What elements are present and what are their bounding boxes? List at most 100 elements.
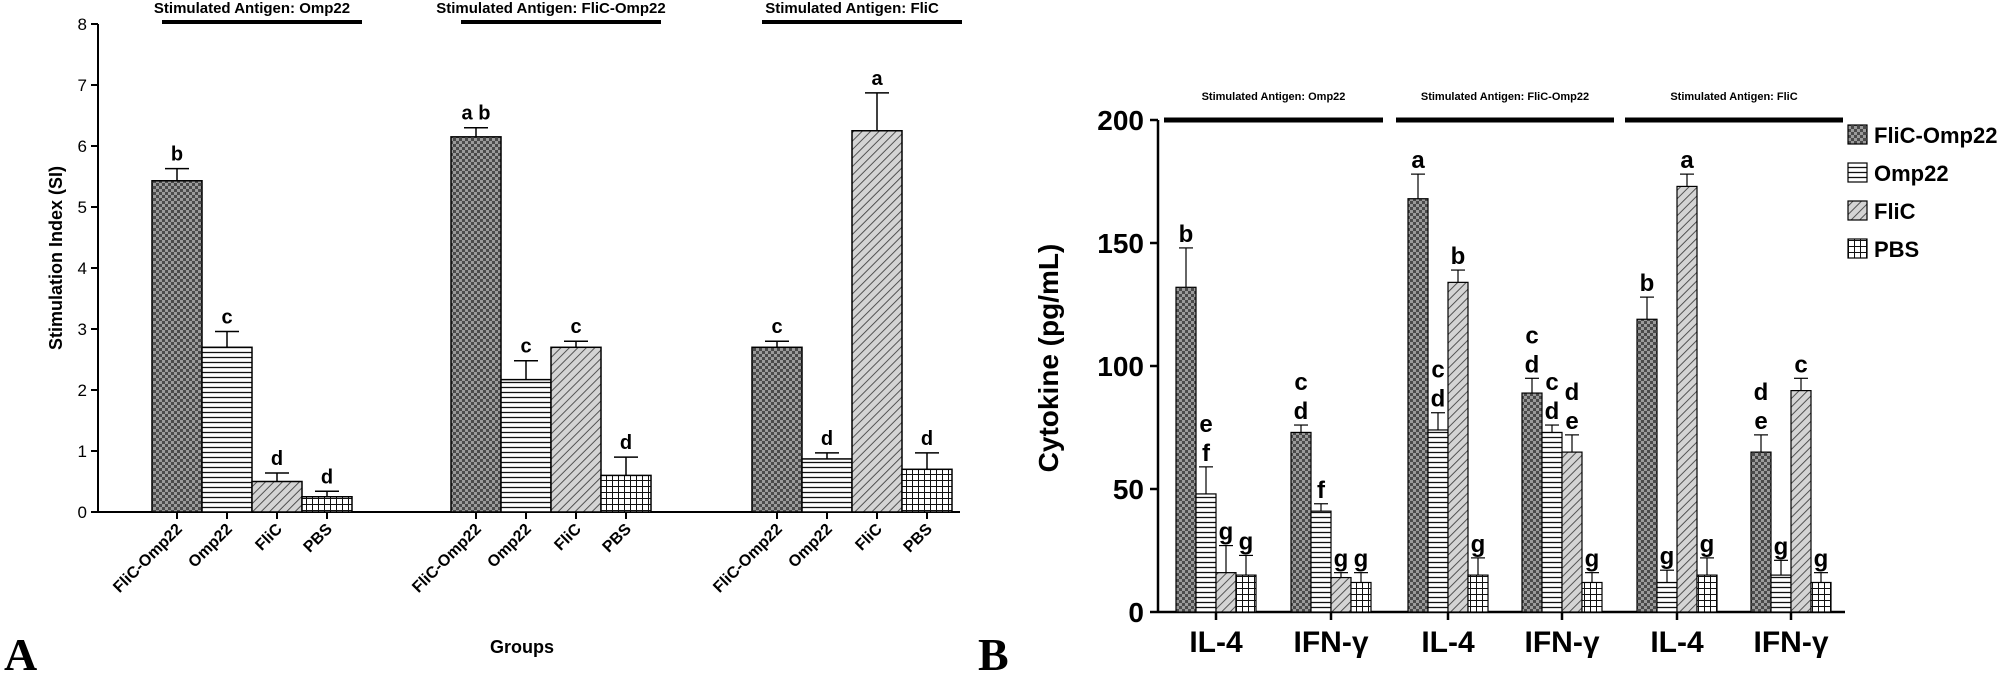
panel-a-x-tick-label: PBS xyxy=(600,521,636,557)
panel-b-significance-letter: c xyxy=(1545,369,1558,396)
panel-a-bar xyxy=(251,480,303,513)
panel-b-bar xyxy=(1467,574,1489,613)
panel-b-x-tick-label: IFN-γ xyxy=(1294,626,1369,659)
panel-a-bar xyxy=(550,346,602,513)
panel-a-x-tick-label: Omp22 xyxy=(785,521,835,571)
panel-a-x-tick-label: FliC-Omp22 xyxy=(110,521,186,597)
panel-b-significance-letter: b xyxy=(1640,270,1655,297)
panel-b-bar xyxy=(1310,510,1332,613)
panel-b-bar xyxy=(1810,581,1832,613)
panel-a-y-tick-label: 5 xyxy=(78,198,87,217)
panel-b-legend-swatch xyxy=(1847,124,1868,145)
panel-b-group-header: Stimulated Antigen: FliC xyxy=(1670,91,1797,103)
panel-b-y-axis: 0 50 100 150 200 xyxy=(1097,105,1845,628)
panel-b-significance-letter: e xyxy=(1199,411,1212,438)
panel-b-significance-letter: g xyxy=(1660,543,1675,570)
panel-a-significance-letter: a xyxy=(871,68,883,90)
panel-b-significance-letter: g xyxy=(1814,546,1829,573)
panel-b-bar xyxy=(1561,451,1583,613)
panel-a-x-tick-label: FliC xyxy=(852,520,886,554)
panel-a-x-tick-label: FliC xyxy=(551,520,585,554)
panel-b-significance-letter: b xyxy=(1451,243,1466,270)
panel-a-x-tick-label: FliC-Omp22 xyxy=(409,521,485,597)
panel-b-x-tick-label: IL-4 xyxy=(1650,626,1704,659)
panel-a-significance-letter: a b xyxy=(462,103,491,125)
panel-b-group-header: Stimulated Antigen: FliC-Omp22 xyxy=(1421,91,1589,103)
panel-b-significance-letter: c xyxy=(1431,357,1444,384)
panel-b-bar xyxy=(1330,576,1352,613)
panel-b-significance-letter: f xyxy=(1317,477,1326,504)
panel-a-bar xyxy=(151,180,203,513)
panel-b-bar xyxy=(1427,429,1449,613)
panel-a-y-axis-label: Stimulation Index (SI) xyxy=(46,166,66,350)
panel-a-y-tick-label: 7 xyxy=(78,76,87,95)
panel-b-bar xyxy=(1750,451,1772,613)
panel-b-bar xyxy=(1175,286,1197,613)
panel-label-a: A xyxy=(4,629,37,674)
panel-label-b: B xyxy=(978,629,1009,674)
panel-a-significance-letter: c xyxy=(520,336,531,358)
panel-a-significance-letter: d xyxy=(821,428,833,450)
panel-a-group-header: Stimulated Antigen: FliC xyxy=(765,0,939,17)
panel-a-significance-letter: c xyxy=(570,316,581,338)
panel-a-significance-letter: d xyxy=(321,466,333,488)
panel-b-bar xyxy=(1195,493,1217,613)
panel-b-bar xyxy=(1215,572,1237,613)
panel-a-x-tick-label: FliC-Omp22 xyxy=(710,521,786,597)
panel-b-bar xyxy=(1447,281,1469,613)
panel-a-bar xyxy=(851,130,903,513)
panel-b-significance-letter: c xyxy=(1294,369,1307,396)
panel-a-bar xyxy=(751,346,803,513)
panel-b-significance-letter: g xyxy=(1219,519,1234,546)
panel-a-significance-letter: d xyxy=(620,432,632,454)
panel-a-x-axis-label: Groups xyxy=(490,637,554,657)
panel-b-bar xyxy=(1696,574,1718,613)
panel-a-significance-letter: d xyxy=(921,428,933,450)
panel-a-x-tick-label: Omp22 xyxy=(484,521,534,571)
panel-b-y-axis-label: Cytokine (pg/mL) xyxy=(1033,244,1064,473)
panel-b-significance-letter: g xyxy=(1354,546,1369,573)
panel-a-y-tick-label: 1 xyxy=(78,442,87,461)
panel-b-y-tick-label: 150 xyxy=(1097,228,1144,259)
panel-b-significance-letter: b xyxy=(1179,221,1194,248)
panel-b-bar xyxy=(1636,318,1658,613)
panel-b-significance-letter: d xyxy=(1294,398,1309,425)
panel-b-bar xyxy=(1581,581,1603,613)
panel-b-significance-letter: a xyxy=(1680,147,1694,174)
panel-b-bar xyxy=(1407,198,1429,613)
panel-b-significance-letter: c xyxy=(1525,322,1538,349)
panel-a-significance-letter: d xyxy=(271,448,283,470)
panel-b-bar xyxy=(1770,574,1792,613)
panel-b-x-tick-label: IL-4 xyxy=(1189,626,1243,659)
panel-a-bar xyxy=(600,474,652,513)
panel-b-bar xyxy=(1541,431,1563,613)
panel-a-group-header: Stimulated Antigen: FliC-Omp22 xyxy=(436,0,665,17)
panel-b-legend-label: PBS xyxy=(1874,237,1919,262)
panel-a-y-tick-label: 6 xyxy=(78,137,87,156)
panel-b-legend-label: FliC-Omp22 xyxy=(1874,123,1997,148)
panel-b-x-tick-label: IL-4 xyxy=(1421,626,1475,659)
panel-b-legend-swatch xyxy=(1847,238,1868,259)
panel-a-bars: b FliC-Omp22 c Omp22 d FliC d PBS a b FliC-Omp22 c… xyxy=(110,68,953,597)
panel-b-bar xyxy=(1790,390,1812,613)
panel-b-significance-letter: c xyxy=(1794,351,1807,378)
panel-b-y-tick-label: 50 xyxy=(1113,474,1144,505)
panel-b-significance-letter: d xyxy=(1525,351,1540,378)
panel-b-legend-swatch xyxy=(1847,162,1868,183)
panel-b-legend-label: Omp22 xyxy=(1874,161,1949,186)
panel-b-significance-letter: f xyxy=(1202,440,1211,467)
panel-a-bar xyxy=(901,468,953,513)
panel-a-x-tick-label: Omp22 xyxy=(185,521,235,571)
panel-b-legend: FliC-Omp22 Omp22 FliC PBS xyxy=(1847,123,1997,262)
panel-a-y-tick-label: 8 xyxy=(78,15,87,34)
panel-a-group-headers: Stimulated Antigen: Omp22 Stimulated Anti… xyxy=(154,0,962,24)
panel-a-significance-letter: c xyxy=(221,306,232,328)
panel-b-significance-letter: a xyxy=(1411,147,1425,174)
panel-b-bar xyxy=(1235,574,1257,613)
panel-a-x-tick-label: FliC xyxy=(252,520,286,554)
panel-b-y-tick-label: 100 xyxy=(1097,351,1144,382)
panel-b-significance-letter: g xyxy=(1239,528,1254,555)
panel-a-x-tick-label: PBS xyxy=(901,521,937,557)
